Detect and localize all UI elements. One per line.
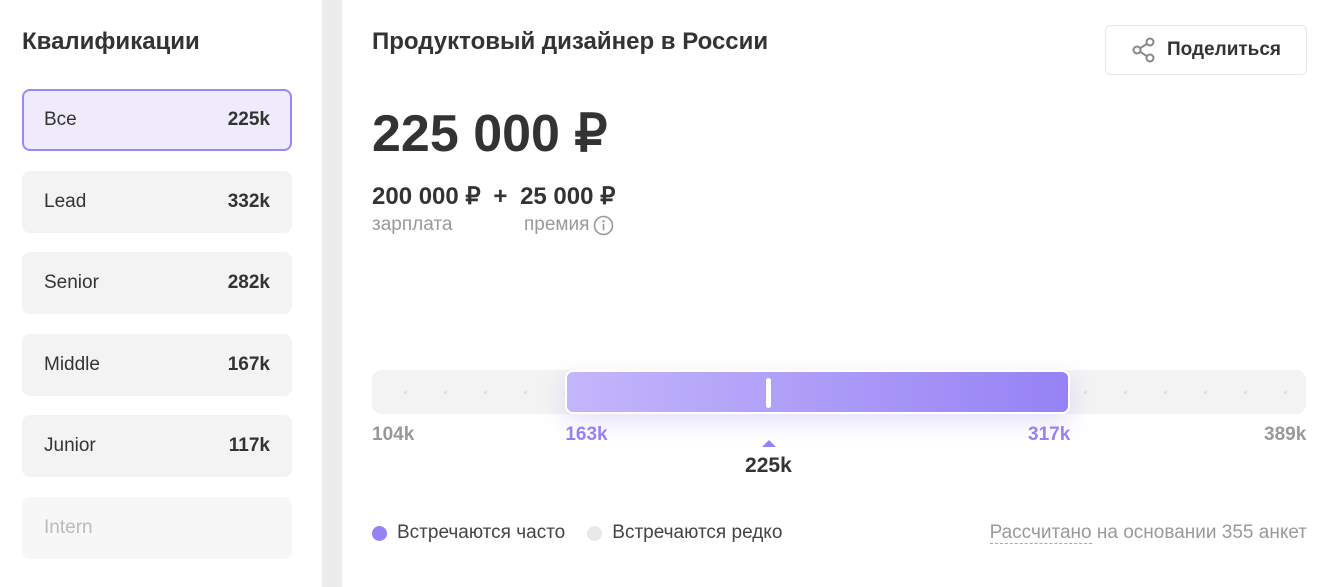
plus-sign: + <box>493 183 508 210</box>
range-high-label: 317k <box>1028 424 1071 445</box>
track-dot <box>1204 391 1207 394</box>
info-icon[interactable] <box>593 215 614 236</box>
qualification-intern: Intern <box>22 496 292 559</box>
median-arrow-icon <box>761 440 776 447</box>
median-marker <box>766 378 772 408</box>
salary-range-bar <box>565 370 1071 414</box>
qualifications-sidebar: Квалификации Все 225k Lead 332k Senior 282k Mi… <box>0 0 322 587</box>
bonus-label: премия <box>524 214 590 235</box>
legend-often: Встречаются часто <box>397 522 566 543</box>
rare-dot-icon <box>587 525 603 541</box>
qualification-middle[interactable]: Middle 167k <box>22 333 292 396</box>
share-button[interactable]: Поделиться <box>1105 25 1307 75</box>
qualification-value: 225k <box>227 109 270 130</box>
range-low-label: 163k <box>565 424 608 445</box>
footer-note: Рассчитано на основании 355 анкет <box>989 522 1307 544</box>
track-dot <box>444 391 447 394</box>
qualification-label: Junior <box>44 435 96 456</box>
qualification-label: Middle <box>44 353 100 375</box>
qualification-label: Intern <box>44 516 93 538</box>
qualification-lead[interactable]: Lead 332k <box>22 170 292 233</box>
track-dot <box>1124 391 1127 394</box>
salary-value: 200 000 ₽ <box>372 183 481 210</box>
salary-label: зарплата <box>372 214 453 235</box>
qualification-label: Все <box>44 109 77 130</box>
footer-text: на основании 355 анкет <box>1091 522 1307 543</box>
legend-rare: Встречаются редко <box>612 522 783 543</box>
often-dot-icon <box>372 525 387 541</box>
qualification-все[interactable]: Все 225k <box>22 89 292 151</box>
track-dot <box>404 391 407 394</box>
qualification-value: 167k <box>227 353 270 375</box>
total-salary: 225 000 ₽ <box>372 105 608 163</box>
qualification-label: Senior <box>44 272 99 293</box>
salary-breakdown: 200 000 ₽ + 25 000 ₽ <box>372 182 615 211</box>
track-dot <box>1084 391 1087 394</box>
range-min-label: 104k <box>372 424 415 445</box>
median-label: 225k <box>745 454 792 477</box>
bonus-label-wrap: премия <box>524 214 614 236</box>
sidebar-title: Квалификации <box>22 28 200 55</box>
qualification-value: 282k <box>227 272 270 293</box>
page-title: Продуктовый дизайнер в России <box>372 28 769 55</box>
track-dot <box>1284 391 1287 394</box>
qualification-value: 332k <box>227 190 270 212</box>
track-dot <box>1164 391 1167 394</box>
decorative-divider <box>322 0 342 587</box>
salary-panel: Продуктовый дизайнер в России Поделиться… <box>342 0 1317 587</box>
qualification-junior[interactable]: Junior 117k <box>22 415 292 477</box>
salary-range-track <box>372 370 1306 414</box>
qualification-senior[interactable]: Senior 282k <box>22 252 292 314</box>
track-dot <box>1244 391 1247 394</box>
track-dot <box>524 391 527 394</box>
qualification-label: Lead <box>44 190 87 212</box>
share-icon <box>1132 37 1155 63</box>
qualification-value: 117k <box>228 435 270 456</box>
bonus-value: 25 000 ₽ <box>520 183 616 210</box>
legend: Встречаются часто Встречаются редко <box>372 522 782 544</box>
track-dot <box>484 391 487 394</box>
share-label: Поделиться <box>1166 39 1282 60</box>
range-max-label: 389k <box>1264 424 1307 445</box>
calculation-link[interactable]: Рассчитано <box>989 522 1092 544</box>
